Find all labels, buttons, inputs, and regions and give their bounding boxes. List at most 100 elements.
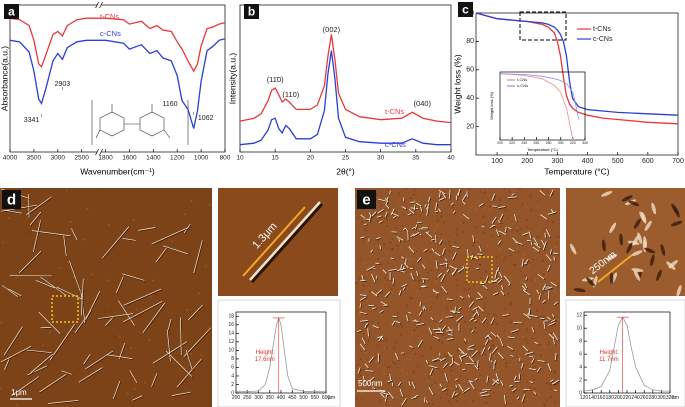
fiber-shadow <box>474 320 478 323</box>
afm-speckle <box>385 338 388 341</box>
afm-speckle <box>496 207 499 209</box>
x-tick-label: 30 <box>377 155 385 162</box>
afm-speckle <box>364 291 367 294</box>
fiber <box>395 320 401 324</box>
afm-speckle <box>516 320 518 322</box>
fiber-shadow <box>485 339 490 346</box>
afm-speckle <box>371 355 374 357</box>
afm-speckle <box>529 195 532 198</box>
fiber <box>371 291 378 297</box>
afm-speckle <box>536 310 538 312</box>
afm-speckle <box>413 329 416 332</box>
afm-speckle <box>396 189 398 192</box>
fiber <box>377 335 384 339</box>
fiber <box>522 345 529 352</box>
fiber-shadow <box>4 357 12 371</box>
fiber-shadow <box>376 290 383 296</box>
fiber <box>29 211 42 226</box>
molecule <box>91 100 189 145</box>
afm-speckle <box>104 308 106 311</box>
fiber <box>151 227 189 245</box>
afm-speckle <box>393 347 396 349</box>
afm-speckle <box>525 206 528 208</box>
afm-speckle <box>468 287 471 290</box>
blob <box>619 233 623 246</box>
fiber-shadow <box>451 203 455 207</box>
fiber-shadow <box>360 304 362 309</box>
fiber-shadow <box>480 391 488 395</box>
afm-speckle <box>375 356 377 359</box>
fiber <box>452 210 456 214</box>
y-tick-label: 8 <box>579 338 582 344</box>
fiber-shadow <box>438 273 444 278</box>
fiber <box>553 389 558 392</box>
fiber-shadow <box>508 337 516 340</box>
fiber <box>469 381 475 390</box>
afm-speckle <box>456 284 459 287</box>
afm-speckle <box>401 225 404 227</box>
fiber-shadow <box>477 361 480 368</box>
fiber-shadow <box>553 382 559 386</box>
afm-speckle <box>492 313 495 316</box>
afm-speckle <box>419 194 421 197</box>
fiber-shadow <box>392 321 397 327</box>
afm-speckle <box>529 386 532 389</box>
fiber-shadow <box>554 257 557 262</box>
afm-speckle <box>208 204 211 206</box>
afm-speckle <box>536 323 539 325</box>
y-axis-label: Intensity(a.u.) <box>227 53 237 105</box>
afm-speckle <box>439 397 442 399</box>
afm-speckle <box>382 373 385 375</box>
fiber <box>359 311 367 315</box>
afm-speckle <box>532 395 534 398</box>
afm-speckle <box>201 193 203 195</box>
afm-speckle <box>103 311 106 313</box>
fiber <box>384 393 388 402</box>
fiber <box>469 317 475 321</box>
fiber-shadow <box>379 221 384 225</box>
fiber <box>1 285 19 298</box>
fiber <box>375 289 383 295</box>
afm-speckle <box>536 236 539 238</box>
fiber <box>382 269 387 274</box>
plot-frame <box>499 71 586 141</box>
afm-speckle <box>380 263 383 266</box>
fiber <box>56 286 84 301</box>
fiber-shadow <box>439 240 444 246</box>
fiber <box>405 227 409 232</box>
afm-speckle <box>440 288 442 291</box>
fiber <box>431 238 435 241</box>
fiber-shadow <box>123 238 137 242</box>
afm-speckle <box>32 388 34 391</box>
fiber-shadow <box>462 194 468 202</box>
afm-speckle <box>473 279 475 281</box>
fiber <box>378 220 383 224</box>
fiber-shadow <box>408 214 412 216</box>
fiber-shadow <box>390 374 393 381</box>
afm-speckle <box>471 325 473 328</box>
fiber <box>522 232 529 236</box>
fiber <box>408 208 415 214</box>
fiber <box>497 278 503 284</box>
fiber-shadow <box>488 347 491 351</box>
afm-speckle <box>445 307 448 310</box>
afm-speckle <box>113 336 116 339</box>
afm-speckle <box>106 279 109 281</box>
fiber-shadow <box>462 369 466 372</box>
fiber-shadow <box>475 378 479 382</box>
fiber <box>444 258 448 262</box>
x-tick-label: 2500 <box>74 155 89 162</box>
fiber-shadow <box>495 270 499 280</box>
afm-speckle <box>515 358 518 361</box>
fiber-shadow <box>427 207 430 217</box>
afm-speckle <box>479 279 482 282</box>
plot-frame <box>9 4 226 153</box>
fiber-shadow <box>476 298 482 301</box>
x-tick-label: 40 <box>447 155 455 162</box>
fiber <box>123 288 162 306</box>
fiber <box>80 279 84 316</box>
afm-speckle <box>423 261 426 263</box>
afm-speckle <box>93 224 96 226</box>
scale-bar-label: 1μm <box>11 388 27 397</box>
